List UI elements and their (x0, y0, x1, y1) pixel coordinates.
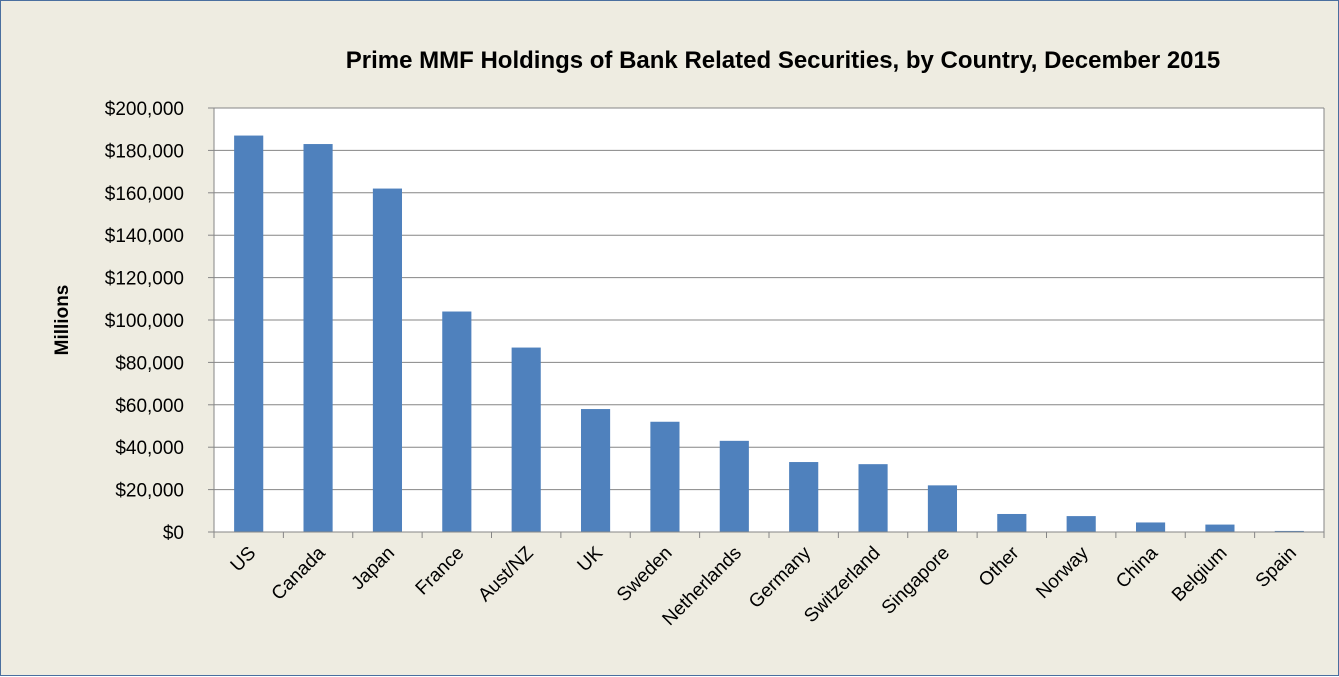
bar (442, 311, 472, 532)
y-tick-label: $200,000 (105, 99, 184, 120)
x-tick-label: Aust/NZ (474, 542, 538, 606)
x-tick-label: Other (975, 542, 1024, 591)
bar (650, 421, 680, 532)
x-tick-label: Japan (348, 543, 399, 594)
x-tick-label: France (412, 543, 469, 600)
y-tick-label: $100,000 (105, 311, 184, 332)
y-axis-label: Millions (52, 285, 73, 356)
x-tick-label: UK (574, 542, 608, 576)
y-tick-label: $160,000 (105, 184, 184, 205)
x-tick-label: Canada (268, 542, 330, 604)
x-tick-label: Spain (1252, 543, 1301, 592)
bar (580, 409, 611, 532)
y-tick-label: $140,000 (105, 226, 184, 247)
y-tick-label: $120,000 (105, 269, 184, 290)
bar (372, 188, 403, 532)
bar (927, 485, 958, 532)
y-tick-labels: $0 $20,000 $40,000 $60,000 $80,000 $100,000 $1… (105, 99, 184, 544)
bar (234, 135, 264, 532)
x-tick-label: US (227, 543, 261, 577)
bar (1205, 524, 1235, 532)
bar (1066, 516, 1096, 532)
chart-title: Prime MMF Holdings of Bank Related Secur… (346, 47, 1220, 74)
y-tick-label: $20,000 (115, 481, 184, 502)
y-tick-label: $40,000 (115, 438, 184, 459)
bars (234, 135, 1304, 533)
y-tick-label: $60,000 (115, 396, 184, 417)
bar (997, 513, 1027, 532)
x-tick-label: Norway (1032, 542, 1093, 603)
bar (789, 462, 819, 532)
y-tick-label: $180,000 (105, 141, 184, 162)
bar (511, 347, 541, 532)
bar (1135, 522, 1166, 532)
x-tick-label: Singapore (878, 543, 954, 619)
x-tick-label: Sweden (613, 543, 676, 606)
y-tick-label: $80,000 (115, 353, 184, 374)
bar (1274, 530, 1304, 532)
x-tick-label: China (1112, 542, 1162, 592)
y-tick-label: $0 (163, 523, 184, 544)
bar (719, 440, 749, 532)
x-tick-labels: US Canada Japan France Aust/NZ UK SwedenNether… (227, 542, 1301, 630)
x-tick-label: Belgium (1168, 543, 1231, 606)
x-tick-label: Germany (745, 542, 815, 612)
bar (858, 464, 888, 532)
bar (303, 144, 333, 533)
axes (208, 107, 1325, 538)
